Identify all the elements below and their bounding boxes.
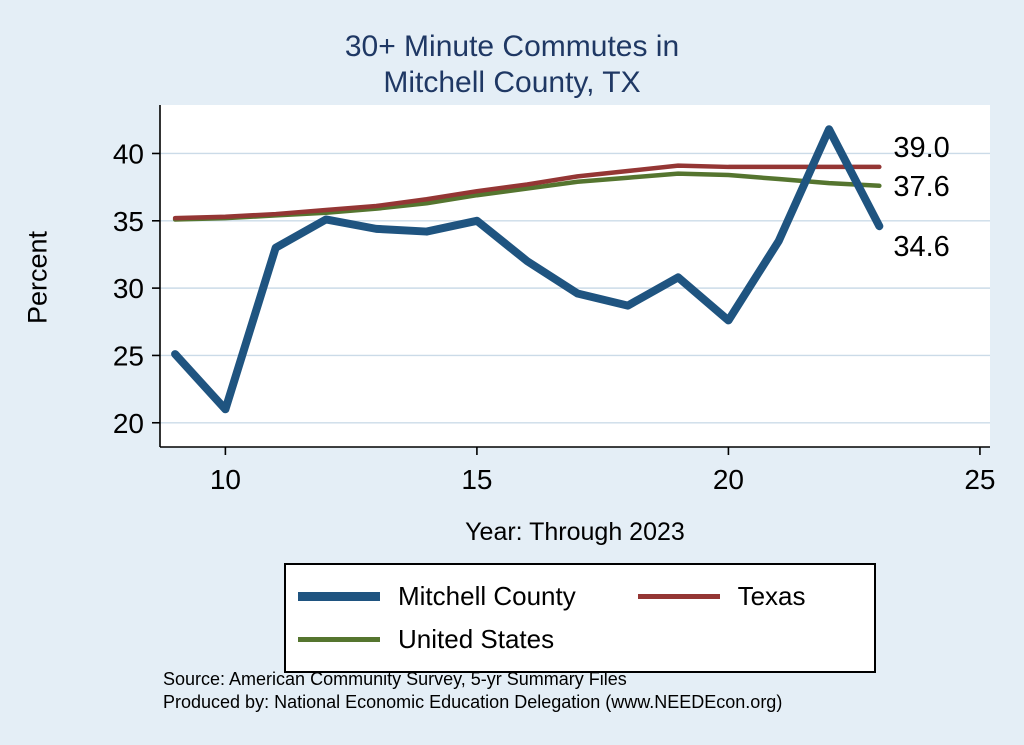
svg-text:39.0: 39.0: [893, 132, 949, 164]
y-axis-label: Percent: [22, 230, 53, 325]
svg-text:15: 15: [461, 464, 492, 495]
legend-label-mitchell-county: Mitchell County: [398, 581, 576, 611]
svg-text:25: 25: [964, 464, 995, 495]
svg-text:35: 35: [113, 206, 144, 237]
legend-line-sample-texas: [637, 594, 720, 599]
svg-text:40: 40: [113, 138, 144, 169]
source-attribution: Source: American Community Survey, 5-yr …: [163, 668, 782, 714]
svg-text:37.6: 37.6: [893, 171, 949, 203]
legend-line-sample-united-states: [298, 637, 380, 642]
legend-label-united-states: United States: [398, 624, 555, 654]
svg-text:20: 20: [713, 464, 744, 495]
svg-text:20: 20: [113, 408, 144, 439]
svg-text:10: 10: [210, 464, 241, 495]
svg-text:25: 25: [113, 340, 144, 371]
legend-label-texas: Texas: [737, 581, 806, 611]
x-axis-label: Year: Through 2023: [465, 518, 685, 546]
legend-line-sample-mitchell-county: [298, 592, 380, 601]
svg-text:34.6: 34.6: [893, 231, 949, 263]
legend: Mitchell County Texas United States: [284, 563, 876, 673]
produced-by-line: Produced by: National Economic Education…: [163, 692, 783, 712]
svg-text:30: 30: [113, 273, 144, 304]
legend-item-texas: Texas: [637, 581, 864, 612]
source-line: Source: American Community Survey, 5-yr …: [163, 669, 627, 689]
legend-item-united-states: United States: [298, 624, 638, 655]
chart-title-line-2: Mitchell County, TX: [383, 66, 641, 99]
chart-title-line-1: 30+ Minute Commutes in: [344, 30, 680, 63]
legend-item-mitchell-county: Mitchell County: [298, 581, 638, 612]
